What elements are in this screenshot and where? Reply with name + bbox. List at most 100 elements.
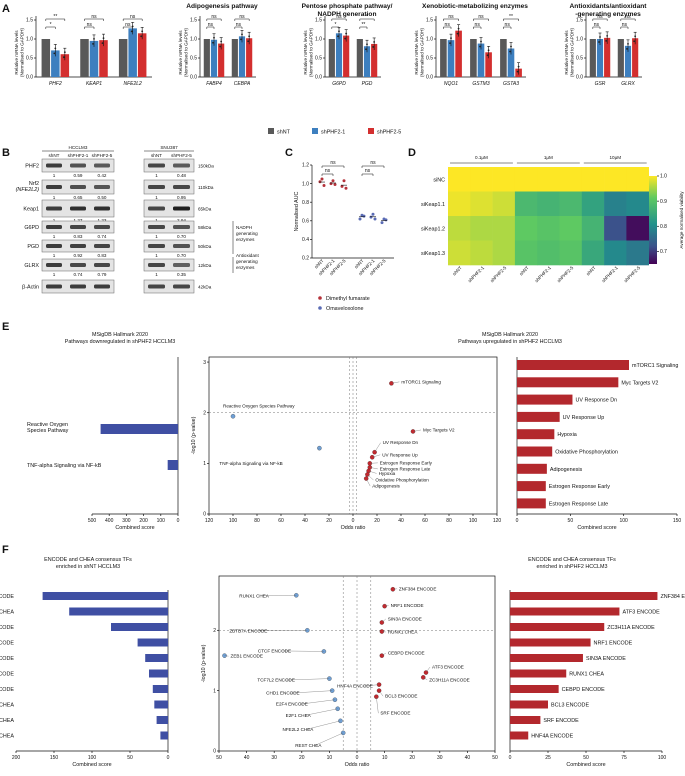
volcano-label: UV Response Up [382, 452, 418, 457]
bar [203, 39, 210, 77]
data-point [517, 65, 520, 68]
left-bar-label: NFE2L2 CHEA [0, 718, 14, 724]
heatmap-cell [448, 167, 471, 192]
blot-band [46, 163, 62, 168]
right-bar-label: Estrogen Response Early [549, 484, 610, 490]
volcano-label: CEBPD ENCODE [388, 651, 425, 656]
bar [51, 50, 60, 77]
y-axis-label: Relative mRNA levels(Normalised to GAPDH… [178, 28, 189, 77]
volcano-label: SRF ENCODE [380, 711, 410, 716]
legend-marker [318, 306, 322, 310]
x-tick-label: shNT [313, 258, 324, 269]
group-label: generating [236, 259, 258, 264]
sig-label: ns [625, 14, 631, 20]
right-bar [517, 377, 619, 388]
quant-value: 0.70 [177, 253, 186, 258]
blot-band [94, 206, 110, 211]
bar [440, 39, 447, 77]
x-axis-label: Combined score [566, 762, 605, 768]
label-leader [285, 678, 330, 681]
left-bar [100, 424, 178, 434]
right-bar [510, 654, 583, 662]
quant-value: 1 [53, 195, 56, 200]
panel-label-c: C [285, 147, 293, 159]
blot-panel [143, 220, 195, 234]
cell-line-label: HCCLM3 [69, 145, 88, 150]
y-axis-label: -log10 (p-value) [201, 644, 207, 682]
heatmap-cell [470, 216, 493, 241]
x-axis-label: Odds ratio [345, 762, 370, 768]
quant-value: 0.83 [74, 234, 83, 239]
volcano-label: ZC3H11A ENCODE [429, 677, 470, 682]
sig-label: ns [475, 22, 481, 28]
right-title: Pathways upregulated in shPHF2 HCCLM3 [458, 339, 562, 345]
protein-label: Nrf2 [29, 181, 39, 187]
sig-label: ns [370, 160, 376, 166]
quant-value: 0.74 [74, 272, 83, 277]
left-bar [149, 669, 168, 678]
row-label: siNC [433, 177, 445, 183]
x-tick-label: 75 [621, 755, 627, 761]
data-point [240, 38, 242, 41]
bar [477, 43, 485, 77]
y-axis-label-line: Relative mRNA levels [414, 30, 419, 75]
label-leader [257, 630, 308, 631]
label-leader [314, 732, 344, 746]
right-bar-label: Myc Targets V2 [621, 380, 658, 386]
y-tick-label: 1.0 [26, 37, 33, 43]
data-point [456, 32, 459, 35]
bar [343, 35, 350, 77]
sig-label: ns [236, 22, 242, 28]
volcano-label: TCF7L2 ENCODE [257, 678, 295, 683]
left-bar [156, 716, 168, 724]
x-axis-label: Combined score [72, 762, 111, 768]
heatmap-cell [581, 240, 605, 266]
x-tick-label: 120 [205, 518, 214, 524]
data-point [606, 34, 609, 37]
label-leader [376, 696, 379, 714]
y-tick-label: 0 [213, 749, 216, 755]
left-bar-label: CHD1 ENCODE [0, 672, 14, 678]
right-bar-label: mTORC1 Signaling [632, 363, 678, 369]
blot-band [70, 244, 86, 248]
sig-label: ** [53, 14, 57, 20]
left-bar [137, 638, 168, 647]
x-tick-label: 20 [409, 755, 415, 761]
col-label: shNT [585, 265, 596, 276]
x-tick-label: 50 [127, 755, 133, 761]
y-tick-label: 1.0 [315, 37, 322, 43]
sig-label: ns [445, 22, 451, 28]
volcano-point [222, 653, 227, 658]
legend-label: shPHF2-1 [321, 130, 345, 136]
protein-label: GLRX [24, 263, 39, 269]
sig-label: ns [239, 14, 245, 20]
x-tick-label: 100 [157, 518, 166, 524]
panel-a-legend: shNT shPHF2-1 shPHF2-5 [268, 128, 401, 136]
data-point [329, 182, 333, 186]
volcano-label: Estrogen Response Early [380, 460, 433, 465]
right-bar [510, 685, 559, 693]
x-tick-label: 500 [88, 518, 97, 524]
quant-value: 1 [155, 173, 158, 178]
quant-value: 1.27 [74, 218, 83, 223]
x-tick-label: 20 [299, 755, 305, 761]
data-point [510, 45, 512, 48]
x-tick-label: 0 [352, 518, 355, 524]
quant-value: 1 [53, 173, 56, 178]
col-label: shPHF2-5 [489, 265, 507, 283]
heatmap-cell [470, 167, 493, 192]
volcano-label: CTCF ENCODE [258, 648, 291, 653]
data-point [241, 33, 243, 36]
y-tick-label: 1.0 [190, 37, 197, 43]
left-bar [154, 700, 168, 709]
quant-value: 1 [155, 195, 158, 200]
sig-label: ns [125, 22, 131, 28]
data-point [457, 27, 460, 30]
data-point [318, 180, 322, 184]
quant-value: 0.35 [177, 272, 186, 277]
left-bar [69, 607, 168, 616]
y-axis-label-line: (Normalised to GAPDH) [184, 28, 189, 77]
x-tick-label: 0 [509, 755, 512, 761]
blot-band [46, 244, 62, 248]
bar [632, 38, 639, 77]
